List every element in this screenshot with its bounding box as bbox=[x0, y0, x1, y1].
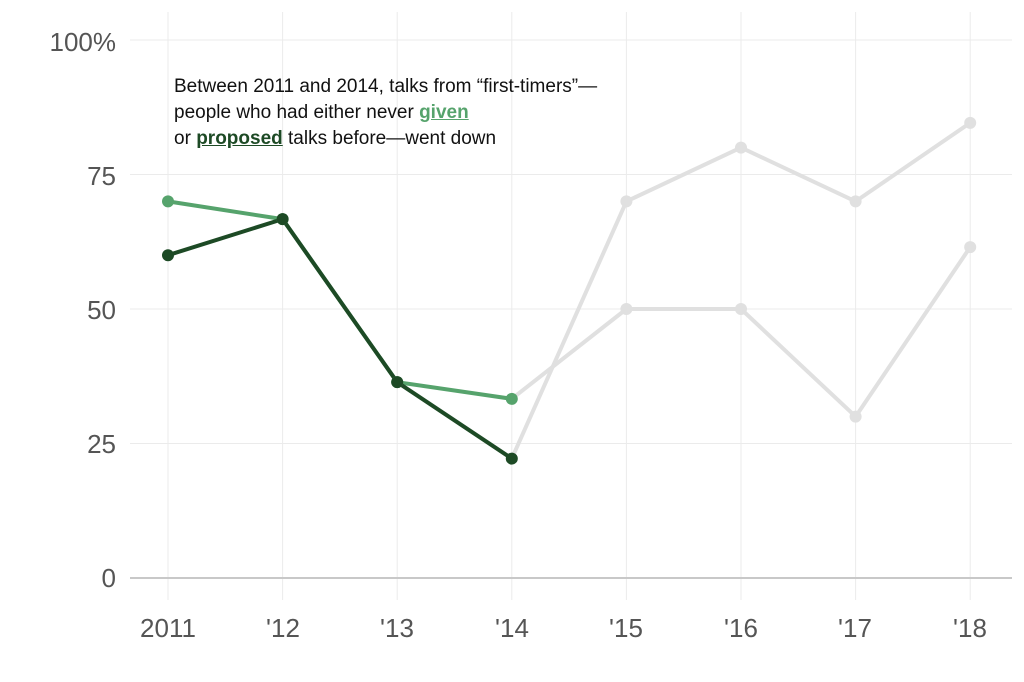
data-point-faded bbox=[735, 303, 747, 315]
data-point-faded bbox=[620, 303, 633, 315]
y-tick-label: 0 bbox=[102, 563, 116, 593]
chart-annotation: Between 2011 and 2014, talks from “first… bbox=[174, 74, 604, 152]
x-tick-label: 2011 bbox=[140, 613, 196, 643]
data-point-proposed bbox=[391, 376, 404, 389]
data-point-faded bbox=[620, 195, 633, 208]
y-tick-label: 50 bbox=[87, 295, 116, 325]
x-tick-label: '13 bbox=[380, 613, 414, 643]
x-axis-ticks: 2011 '12 '13 '14 '15 '16 '17 '18 bbox=[140, 613, 987, 643]
data-point-proposed bbox=[505, 452, 518, 465]
highlighted-lines bbox=[166, 199, 514, 461]
gridlines bbox=[130, 12, 1012, 600]
annotation-given-label: given bbox=[419, 102, 469, 123]
x-tick-label: '14 bbox=[495, 613, 529, 643]
x-tick-label: '16 bbox=[724, 613, 758, 643]
data-point-faded bbox=[849, 410, 862, 423]
data-points bbox=[162, 116, 977, 465]
x-tick-label: '15 bbox=[609, 613, 643, 643]
y-tick-label: 75 bbox=[87, 161, 116, 191]
annotation-text: talks before—went down bbox=[282, 128, 497, 149]
annotation-proposed-label: proposed bbox=[196, 128, 283, 149]
series-line-proposed bbox=[166, 217, 514, 461]
x-tick-label: '18 bbox=[953, 613, 987, 643]
y-tick-label: 25 bbox=[87, 429, 116, 459]
data-point-faded bbox=[735, 141, 747, 154]
annotation-text: Between 2011 and 2014, talks from “first… bbox=[174, 76, 598, 123]
x-tick-label: '12 bbox=[266, 613, 300, 643]
annotation-text: or bbox=[174, 128, 197, 149]
data-point-faded bbox=[964, 241, 977, 254]
y-tick-label: 100% bbox=[50, 27, 117, 57]
data-point-proposed bbox=[276, 213, 289, 226]
data-point-faded bbox=[964, 116, 977, 129]
data-point-given bbox=[505, 392, 518, 405]
y-axis-ticks: 0 25 50 75 100% bbox=[50, 27, 117, 593]
x-tick-label: '17 bbox=[838, 613, 872, 643]
data-point-proposed bbox=[162, 249, 174, 262]
data-point-given bbox=[162, 195, 174, 208]
data-point-faded bbox=[849, 195, 862, 208]
